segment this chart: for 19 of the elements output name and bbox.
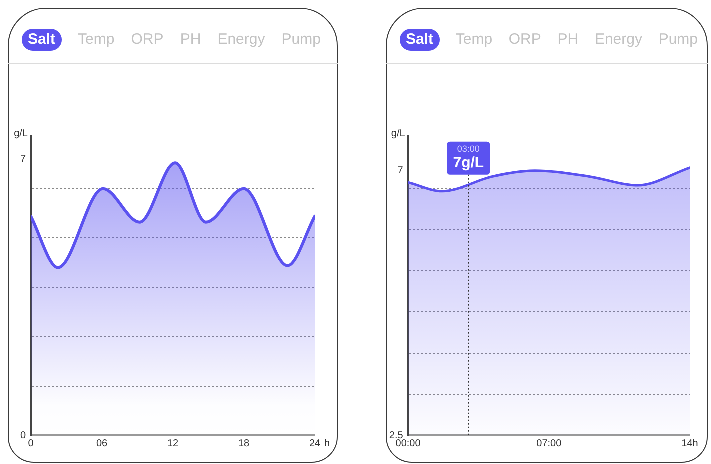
y-tick-label: 7 (20, 154, 26, 165)
y-axis-title: g/L (14, 128, 28, 140)
x-axis-title: h (324, 438, 330, 450)
x-tick-label: 06 (96, 438, 108, 450)
annotation: 7g/L (453, 154, 484, 172)
tab-bar: Salt Temp ORP PH Energy Pump (386, 22, 708, 64)
tab-bar: Salt Temp ORP PH Energy Pump (8, 22, 338, 64)
x-tick-label: 0 (28, 438, 34, 450)
x-tick-label: 07:00 (536, 438, 562, 450)
x-tick-label: 14h (682, 438, 698, 450)
x-tick-label: 12 (167, 438, 179, 450)
tab-pill: Salt (400, 29, 440, 51)
tab-pill: Salt (22, 29, 62, 51)
y-tick-label: 7 (398, 166, 404, 177)
x-tick-label: 24 (309, 438, 321, 450)
y-axis-title: g/L (391, 128, 406, 140)
x-tick-label: 18 (238, 438, 250, 450)
x-tick-label: 00:00 (396, 438, 422, 450)
ref-line-label: 03:00 (457, 144, 480, 154)
